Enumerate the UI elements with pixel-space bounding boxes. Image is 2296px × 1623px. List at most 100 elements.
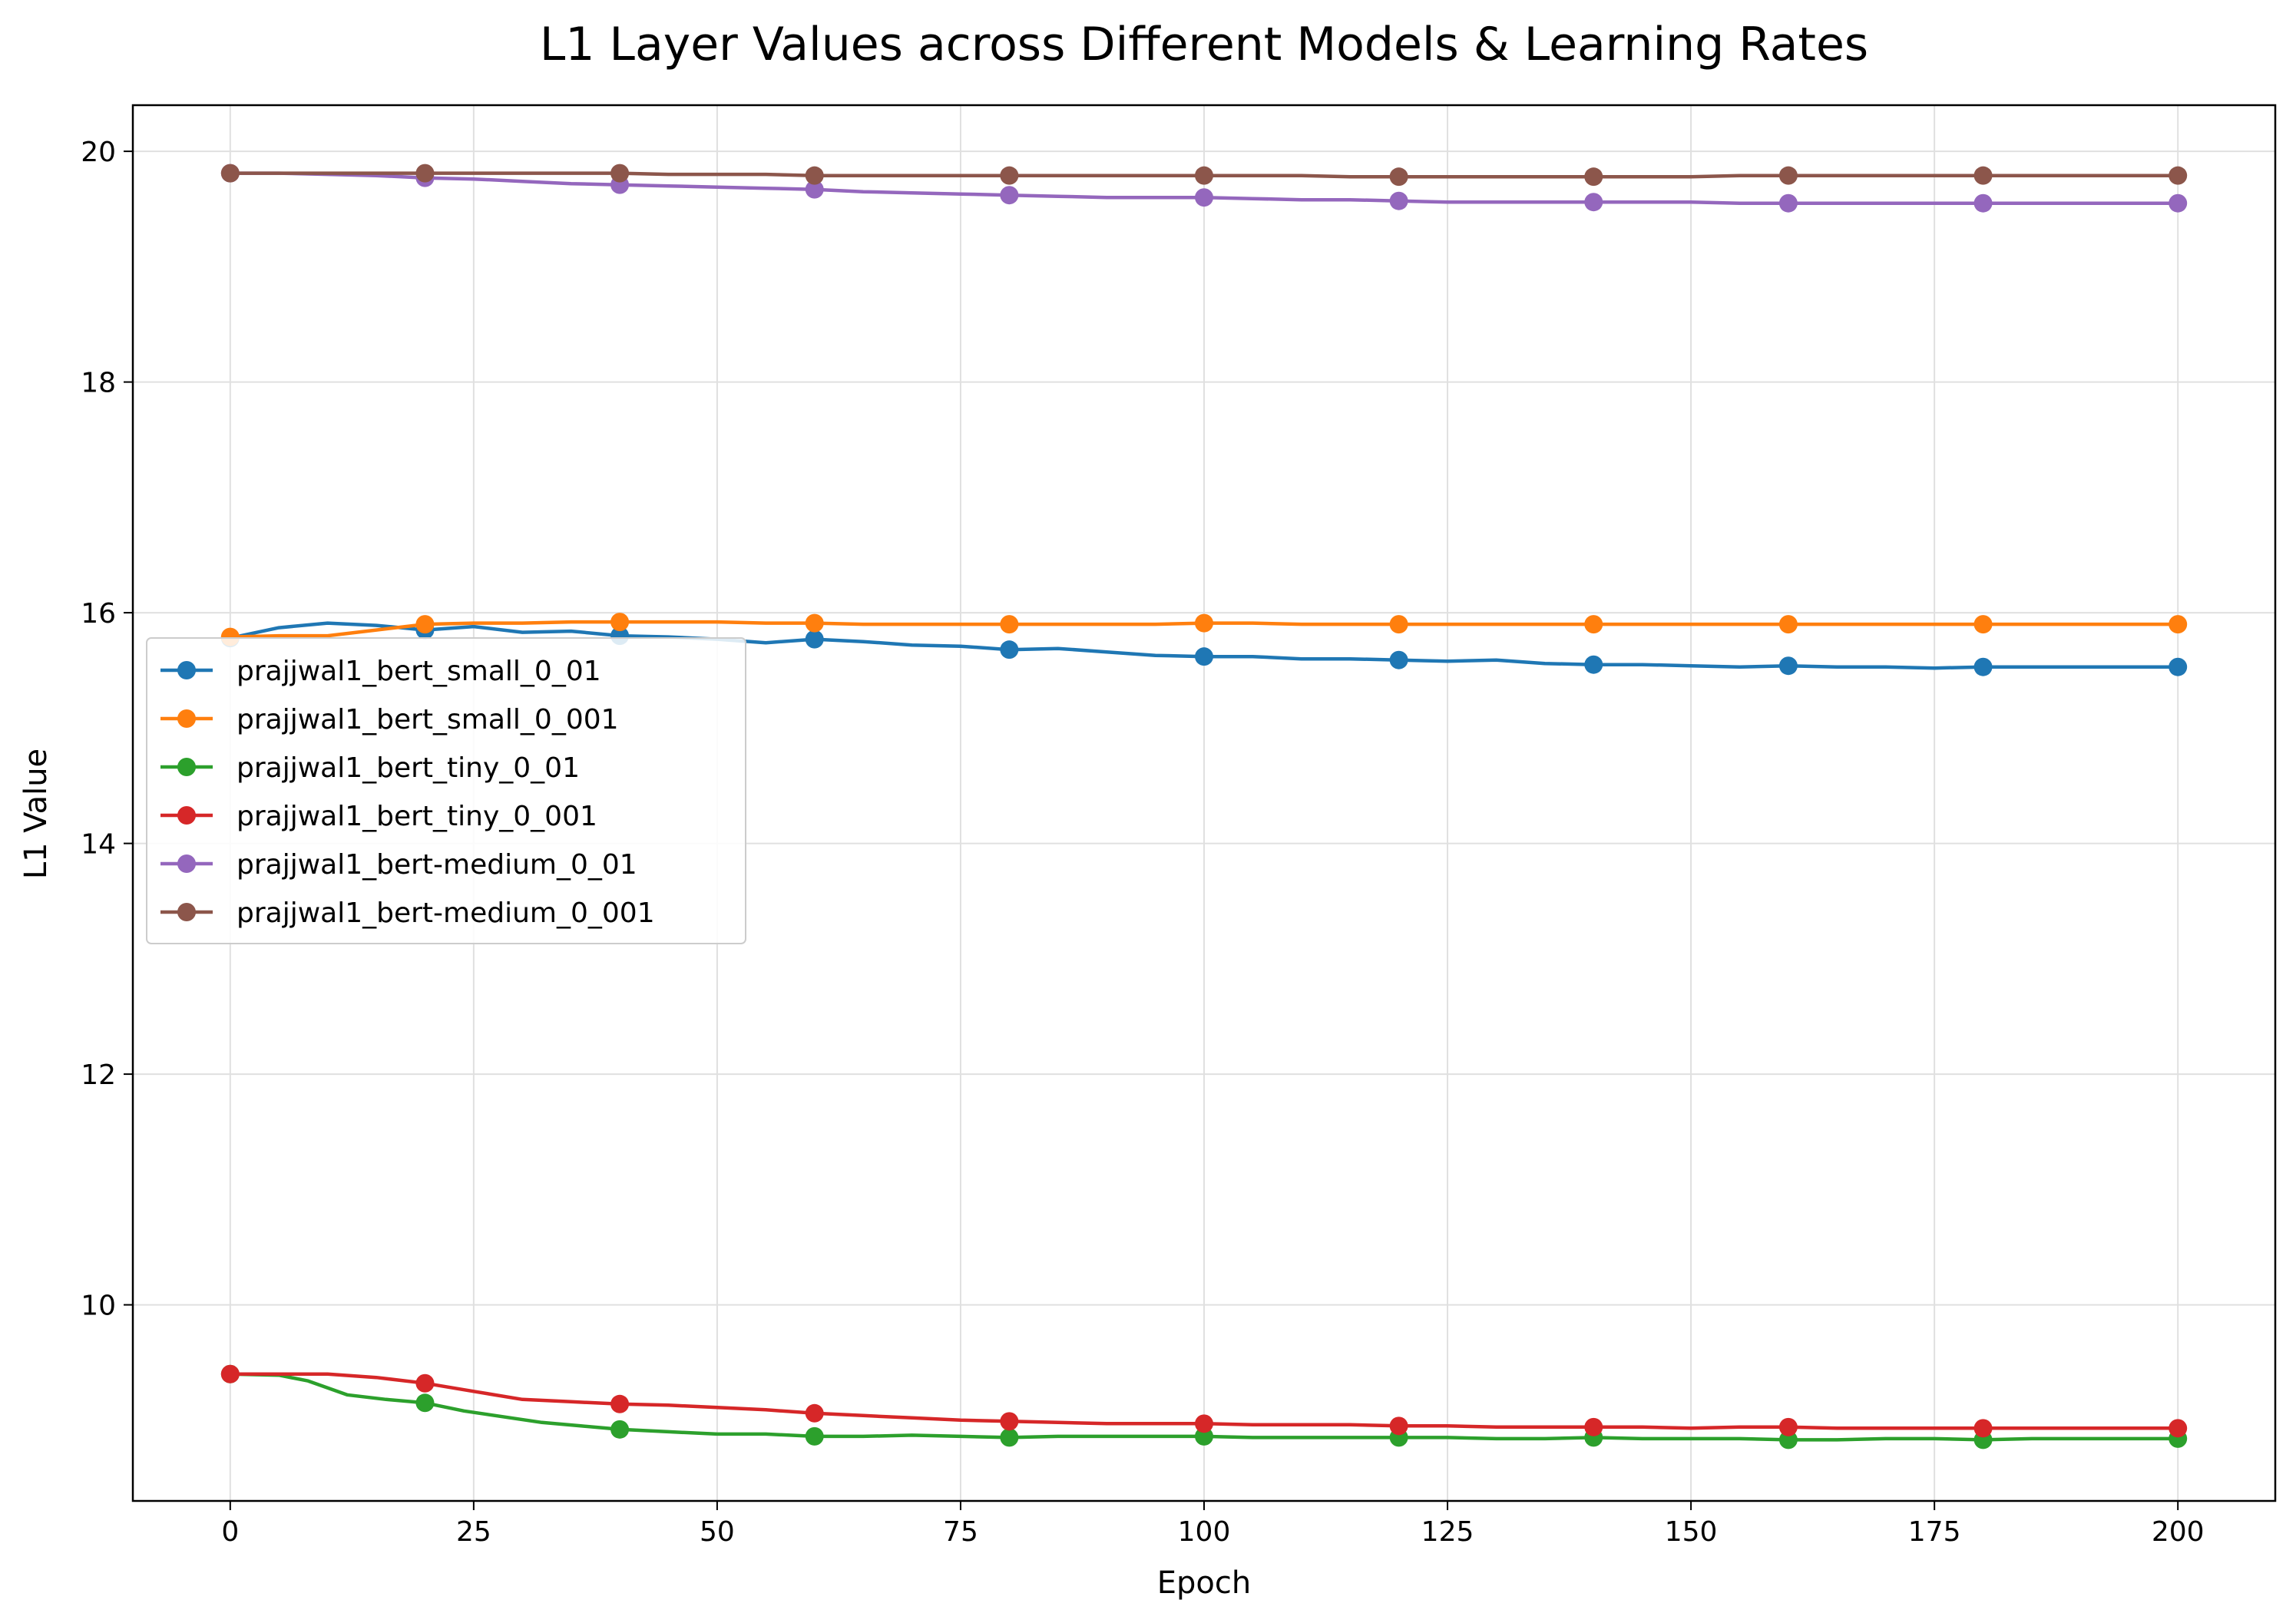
x-tick-label: 50 [700, 1516, 735, 1548]
data-point-marker [1584, 655, 1603, 674]
y-tick-label: 12 [81, 1059, 116, 1091]
series-line [230, 1372, 2179, 1442]
data-point-marker [805, 613, 824, 633]
legend-marker [177, 709, 196, 728]
data-point-marker [1778, 615, 1798, 634]
legend-item: prajjwal1_bert_tiny_0_01 [160, 752, 580, 784]
chart-title: L1 Layer Values across Different Models … [540, 18, 1868, 71]
data-point-marker [1000, 1428, 1019, 1447]
data-point-marker [1000, 166, 1019, 185]
legend-label: prajjwal1_bert_small_0_001 [237, 704, 619, 735]
data-point-marker [220, 1364, 240, 1383]
data-point-marker [1778, 656, 1798, 676]
y-tick-label: 18 [81, 368, 116, 399]
legend-item: prajjwal1_bert_tiny_0_001 [160, 801, 597, 832]
y-axis: 10 12 14 16 18 20 [81, 137, 133, 1322]
data-point-marker [2169, 1419, 2188, 1438]
x-tick-label: 25 [456, 1516, 491, 1548]
x-tick-label: 0 [221, 1516, 239, 1548]
legend-item: prajjwal1_bert-medium_0_01 [160, 849, 637, 881]
data-point-marker [1195, 647, 1213, 666]
data-point-marker [1973, 615, 1993, 634]
x-axis-label: Epoch [1157, 1565, 1251, 1601]
data-point-marker [610, 1420, 630, 1439]
x-tick-label: 150 [1665, 1516, 1718, 1548]
y-tick-label: 16 [81, 598, 116, 630]
legend-box [146, 637, 746, 944]
legend-marker [177, 758, 196, 776]
data-point-marker [1000, 615, 1019, 634]
data-point-marker [1195, 1426, 1213, 1446]
x-tick-label: 175 [1908, 1516, 1961, 1548]
legend-label: prajjwal1_bert_tiny_0_001 [237, 801, 597, 832]
series-prajjwal1_bert_small_0_001 [220, 613, 2188, 646]
data-point-marker [1973, 657, 1993, 676]
legend-marker [177, 903, 196, 921]
series-prajjwal1_bert-medium_0_001 [220, 164, 2188, 187]
data-point-marker [610, 164, 630, 183]
y-tick-label: 20 [81, 137, 116, 168]
y-tick-label: 14 [81, 829, 116, 861]
data-point-marker [1000, 186, 1019, 205]
x-axis: 0 25 50 75 100 125 150 175 200 [221, 1501, 2205, 1548]
legend-label: prajjwal1_bert_small_0_01 [237, 656, 601, 687]
data-point-marker [1973, 166, 1993, 185]
data-point-marker [1195, 1414, 1213, 1433]
data-point-marker [415, 1393, 435, 1413]
data-point-marker [1778, 166, 1798, 185]
data-point-marker [220, 164, 240, 183]
grid-lines [133, 105, 2275, 1501]
data-point-marker [1389, 615, 1408, 634]
data-point-marker [415, 164, 435, 183]
data-point-marker [1584, 615, 1603, 634]
data-point-marker [1973, 1419, 1993, 1438]
y-tick-label: 10 [81, 1291, 116, 1322]
data-point-marker [805, 1426, 824, 1446]
legend-label: prajjwal1_bert-medium_0_001 [237, 897, 655, 929]
data-point-marker [1584, 193, 1603, 212]
data-point-marker [1389, 167, 1408, 187]
legend-item: prajjwal1_bert_small_0_001 [160, 704, 619, 735]
x-tick-label: 200 [2152, 1516, 2205, 1548]
data-point-marker [1584, 167, 1603, 187]
data-point-marker [1778, 1417, 1798, 1436]
data-point-marker [805, 1403, 824, 1423]
data-point-marker [1778, 193, 1798, 213]
series-prajjwal1_bert_tiny_0_001 [220, 1364, 2188, 1438]
data-point-marker [2169, 657, 2188, 676]
data-point-marker [1389, 191, 1408, 210]
y-axis-label: L1 Value [18, 749, 54, 879]
legend-marker [177, 661, 196, 679]
data-point-marker [1778, 1430, 1798, 1449]
data-point-marker [1195, 188, 1213, 207]
data-point-marker [1389, 1416, 1408, 1436]
legend: prajjwal1_bert_small_0_01 prajjwal1_bert_… [146, 637, 746, 944]
data-point-marker [1389, 650, 1408, 669]
legend-item: prajjwal1_bert-medium_0_001 [160, 897, 655, 929]
x-tick-label: 125 [1421, 1516, 1474, 1548]
x-tick-label: 75 [943, 1516, 978, 1548]
data-point-marker [415, 1373, 435, 1393]
data-point-marker [1195, 613, 1213, 633]
data-point-marker [2169, 193, 2188, 213]
legend-marker [177, 854, 196, 873]
legend-label: prajjwal1_bert-medium_0_01 [237, 849, 637, 881]
data-point-marker [415, 615, 435, 634]
data-point-marker [1000, 1412, 1019, 1431]
data-point-marker [1000, 640, 1019, 659]
data-point-marker [1584, 1417, 1603, 1436]
legend-label: prajjwal1_bert_tiny_0_01 [237, 752, 580, 784]
data-point-marker [1973, 193, 1993, 213]
data-point-marker [805, 180, 824, 199]
data-point-marker [805, 630, 824, 649]
legend-item: prajjwal1_bert_small_0_01 [160, 656, 601, 687]
data-point-marker [2169, 166, 2188, 185]
series-lines [220, 164, 2188, 1449]
data-point-marker [610, 1394, 630, 1413]
data-point-marker [1195, 166, 1213, 185]
legend-marker [177, 806, 196, 825]
data-point-marker [805, 166, 824, 185]
data-point-marker [610, 613, 630, 632]
data-point-marker [2169, 615, 2188, 634]
